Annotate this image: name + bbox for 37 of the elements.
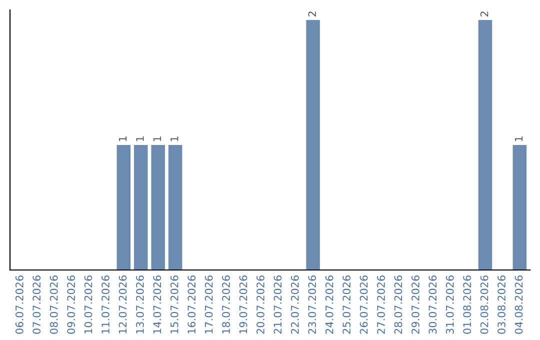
x-tick-label: 11.07.2026 <box>102 276 110 334</box>
data-label: 1 <box>136 136 144 142</box>
x-tick-label: 15.07.2026 <box>170 276 178 334</box>
x-tick-label: 18.07.2026 <box>222 276 230 334</box>
x-tick-label: 23.07.2026 <box>308 276 316 334</box>
x-tick-label: 29.07.2026 <box>412 276 420 334</box>
x-tick-label: 14.07.2026 <box>153 276 162 334</box>
x-tick-label: 04.08.2026 <box>514 276 523 334</box>
x-tick-label: 12.07.2026 <box>118 276 127 334</box>
data-label: 1 <box>514 136 523 142</box>
x-tick-label: 09.07.2026 <box>67 276 76 334</box>
x-tick-label: 13.07.2026 <box>136 276 144 334</box>
x-tick-label: 26.07.2026 <box>360 276 368 334</box>
x-tick-label: 21.07.2026 <box>274 276 282 334</box>
x-tick-label: 06.07.2026 <box>15 276 24 334</box>
x-tick-label: 22.07.2026 <box>290 276 299 334</box>
data-label: 1 <box>118 136 127 142</box>
x-tick-label: 31.07.2026 <box>446 276 454 334</box>
x-tick-label: 10.07.2026 <box>84 276 92 334</box>
data-label: 2 <box>308 12 316 16</box>
x-tick-label: 27.07.2026 <box>377 276 385 334</box>
x-tick-label: 19.07.2026 <box>239 276 248 334</box>
x-tick-label: 02.08.2026 <box>480 276 488 334</box>
x-tick-label: 08.07.2026 <box>50 276 58 334</box>
x-tick-label: 16.07.2026 <box>188 276 196 334</box>
x-tick-label: 30.07.2026 <box>428 276 437 334</box>
x-tick-label: 20.07.2026 <box>256 276 264 334</box>
data-label: 1 <box>170 136 178 142</box>
data-label: 2 <box>480 12 488 16</box>
data-label: 1 <box>153 136 161 142</box>
x-tick-label: 28.07.2026 <box>394 276 402 334</box>
x-tick-label: 07.07.2026 <box>32 276 41 334</box>
x-tick-label: 24.07.2026 <box>325 276 334 334</box>
x-tick-label: 03.08.2026 <box>498 276 506 334</box>
x-tick-label: 17.07.2026 <box>204 276 213 334</box>
x-tick-label: 25.07.2026 <box>342 276 351 334</box>
x-tick-label: 01.08.2026 <box>463 276 472 334</box>
